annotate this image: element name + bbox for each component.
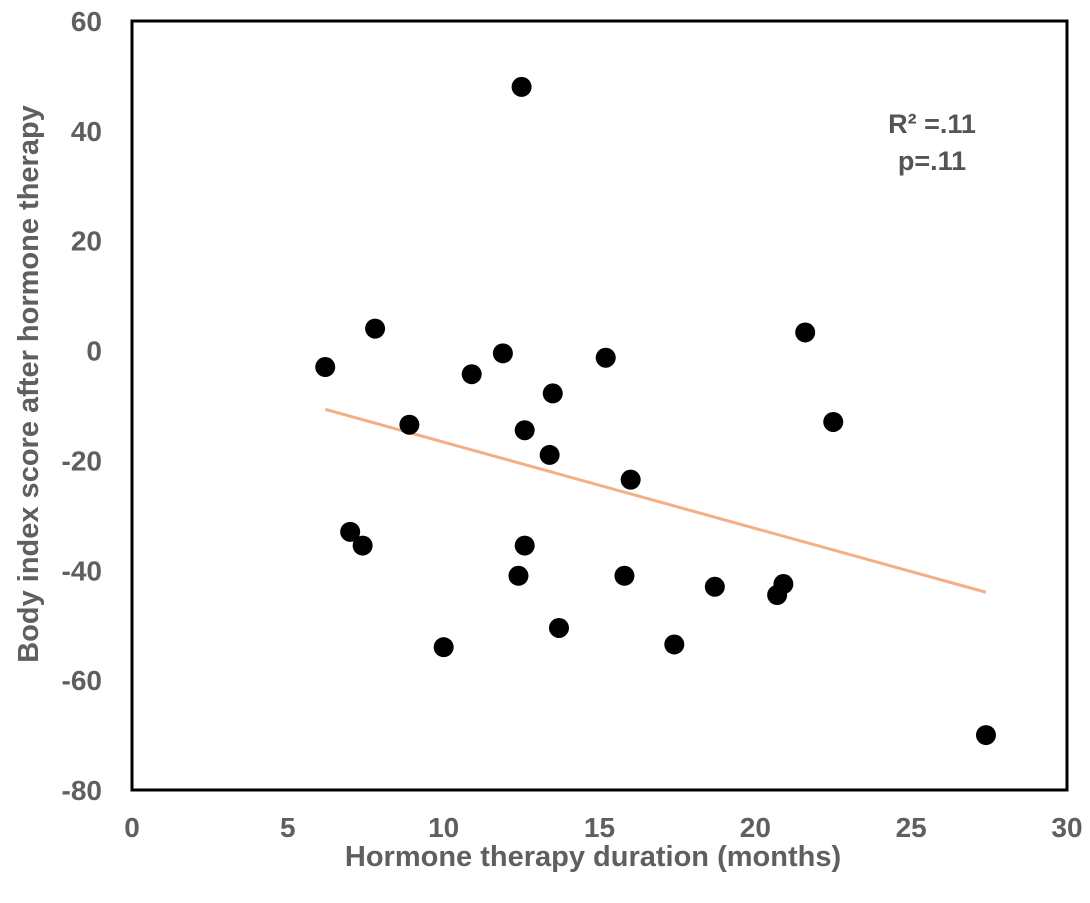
plot-area-frame xyxy=(130,19,1069,792)
y-tick-label: 60 xyxy=(71,6,102,37)
y-tick-label: -40 xyxy=(62,555,102,586)
p-value-annotation: p=.11 xyxy=(898,146,966,176)
x-tick-label: 0 xyxy=(124,812,140,843)
y-tick-label: 20 xyxy=(71,226,102,257)
data-point xyxy=(542,383,563,404)
data-point xyxy=(461,364,482,385)
data-point xyxy=(433,637,454,658)
data-point xyxy=(595,347,616,368)
data-point xyxy=(399,414,420,435)
data-point xyxy=(548,617,569,638)
data-point xyxy=(508,565,529,586)
x-tick-label: 15 xyxy=(584,812,615,843)
data-point xyxy=(664,634,685,655)
data-point xyxy=(823,411,844,432)
trendline xyxy=(324,407,987,594)
y-tick-label: 0 xyxy=(86,336,102,367)
data-point xyxy=(365,318,386,339)
data-point xyxy=(492,343,513,364)
y-axis-title: Body index score after hormone therapy xyxy=(13,105,45,663)
data-points xyxy=(315,76,996,746)
data-point xyxy=(352,535,373,556)
data-point xyxy=(795,322,816,343)
data-point xyxy=(340,521,361,542)
data-point xyxy=(514,535,535,556)
y-tick-labels: 60 40 20 0 -20 -40 -60 -80 xyxy=(62,6,102,806)
x-tick-labels: 0 5 10 15 20 25 30 xyxy=(124,812,1082,843)
x-tick-label: 30 xyxy=(1051,812,1082,843)
y-tick-label: -20 xyxy=(62,445,102,476)
data-point xyxy=(620,469,641,490)
y-tick-label: -60 xyxy=(62,665,102,696)
y-tick-label: 40 xyxy=(71,116,102,147)
x-tick-label: 5 xyxy=(280,812,296,843)
data-point xyxy=(539,444,560,465)
data-point xyxy=(315,357,336,378)
data-point xyxy=(514,420,535,441)
x-axis-title: Hormone therapy duration (months) xyxy=(345,841,841,873)
data-point xyxy=(511,76,532,97)
data-point xyxy=(773,574,794,595)
data-point xyxy=(704,576,725,597)
r-squared-annotation: R² =.11 xyxy=(888,109,976,139)
data-point xyxy=(614,565,635,586)
x-tick-label: 10 xyxy=(428,812,459,843)
x-tick-label: 25 xyxy=(896,812,927,843)
data-point xyxy=(975,725,996,746)
x-tick-label: 20 xyxy=(740,812,771,843)
y-tick-label: -80 xyxy=(62,775,102,806)
